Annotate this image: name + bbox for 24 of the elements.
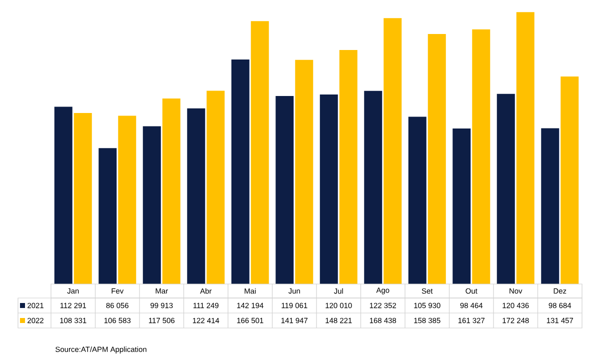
bar [231, 60, 250, 284]
bar [560, 76, 579, 284]
bar [364, 90, 382, 284]
bar [187, 108, 206, 284]
bar [74, 112, 92, 284]
bar [98, 148, 117, 284]
bar [118, 116, 136, 284]
bar [162, 98, 180, 284]
bar [320, 94, 338, 284]
bar [142, 126, 161, 284]
bar [384, 18, 402, 284]
bar [276, 96, 294, 284]
bar [295, 60, 314, 284]
bar [408, 116, 426, 284]
bar [472, 29, 490, 284]
bar [339, 50, 358, 284]
bar [206, 90, 225, 284]
bar [250, 21, 269, 284]
bar [54, 106, 72, 284]
bar [516, 12, 534, 284]
bar [496, 94, 515, 284]
bar [428, 34, 446, 284]
bar [452, 128, 471, 284]
bar [541, 128, 560, 284]
